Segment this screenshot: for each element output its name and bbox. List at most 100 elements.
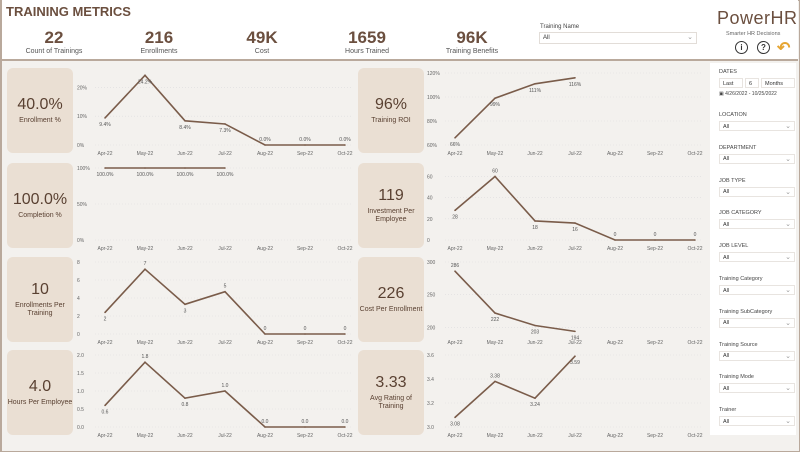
kpi-value: 96K: [456, 28, 488, 47]
filter-label: Training Category: [719, 276, 763, 282]
data-point: [184, 120, 186, 122]
filter-dropdown[interactable]: All ⌄: [719, 121, 795, 131]
y-tick-label: 300: [427, 260, 436, 266]
training-name-dropdown[interactable]: All ⌄: [539, 32, 697, 44]
chevron-down-icon: ⌄: [785, 385, 791, 393]
filter-dropdown[interactable]: All ⌄: [719, 219, 795, 230]
kpi-value: 216: [144, 28, 174, 47]
metric-label: Training ROI: [371, 116, 411, 124]
filter-department: DEPARTMENT All ⌄: [719, 145, 795, 164]
dropdown-value: All: [543, 35, 550, 41]
metric-value: 4.0: [28, 377, 52, 395]
dates-unit-dropdown[interactable]: Months: [761, 78, 795, 88]
filter-dropdown[interactable]: All ⌄: [719, 285, 795, 295]
series-line: [454, 270, 576, 333]
header: TRAINING METRICS 22 Count of Trainings 21…: [2, 0, 798, 61]
data-point: [144, 167, 146, 169]
data-label: 18: [532, 225, 538, 231]
y-tick-label: 0: [427, 238, 430, 244]
dropdown-value: All: [723, 353, 730, 360]
x-tick-label: Sep-22: [297, 151, 313, 157]
brand-logo: PowerHR: [717, 8, 798, 28]
x-tick-label: Aug-22: [607, 433, 623, 439]
metric-label: Hours Per Employee: [7, 398, 73, 406]
metric-card: 40.0% Enrollment %: [7, 68, 73, 153]
x-tick-label: Jun-22: [177, 246, 193, 252]
x-tick-label: Jul-22: [568, 340, 582, 346]
data-label: 3: [184, 308, 187, 314]
dates-count-input[interactable]: 6: [745, 78, 759, 88]
metric-label: Avg Rating of Training: [370, 394, 412, 410]
data-point: [224, 290, 226, 293]
chevron-down-icon: ⌄: [785, 254, 791, 262]
x-tick-label: Oct-22: [337, 151, 352, 157]
data-point: [304, 426, 306, 428]
x-tick-label: Oct-22: [337, 340, 352, 346]
filter-label: JOB LEVEL: [719, 243, 749, 250]
data-point: [104, 117, 106, 119]
data-label: 1.0: [222, 383, 229, 389]
data-point: [574, 330, 576, 333]
filter-location: LOCATION All ⌄: [719, 112, 795, 131]
data-point: [344, 144, 346, 146]
metric-label: Cost Per Enrollment: [359, 305, 423, 313]
metric-label: Investment Per Employee: [367, 207, 415, 223]
filter-dropdown[interactable]: All ⌄: [719, 350, 795, 361]
y-tick-label: 1.5: [77, 371, 84, 377]
data-point: [344, 333, 346, 335]
filter-dropdown[interactable]: All ⌄: [719, 186, 795, 197]
filter-dropdown[interactable]: All ⌄: [719, 252, 795, 263]
data-point: [454, 209, 456, 212]
y-tick-label: 8: [77, 260, 80, 266]
info-icon[interactable]: i: [735, 41, 748, 54]
y-tick-label: 10%: [77, 114, 88, 120]
y-tick-label: 3.4: [427, 377, 434, 383]
undo-icon[interactable]: ↶: [777, 40, 791, 57]
dropdown-value: All: [723, 123, 730, 130]
brand-tagline: Smarter HR Decisions: [726, 31, 781, 37]
x-tick-label: Jun-22: [527, 340, 543, 346]
x-tick-label: Sep-22: [297, 246, 313, 252]
y-tick-label: 6: [77, 278, 80, 284]
x-tick-label: Apr-22: [97, 340, 112, 346]
x-tick-label: Jun-22: [527, 246, 543, 252]
data-label: 0: [694, 232, 697, 238]
data-point: [264, 144, 266, 146]
help-icon[interactable]: ?: [757, 41, 770, 54]
y-tick-label: 20%: [77, 85, 88, 91]
data-point: [264, 426, 266, 428]
y-tick-label: 2.0: [77, 353, 84, 359]
x-tick-label: Sep-22: [297, 340, 313, 346]
training-name-label: Training Name: [540, 24, 580, 30]
data-label: 0: [614, 232, 617, 238]
data-point: [264, 333, 266, 335]
dropdown-value: All: [723, 385, 730, 392]
x-tick-label: Oct-22: [687, 433, 702, 439]
x-tick-label: Jul-22: [218, 246, 232, 252]
data-label: 3.59: [570, 360, 580, 366]
filter-training-mode: Training Mode All ⌄: [719, 374, 795, 394]
input-value: 6: [749, 80, 753, 87]
filter-label: JOB CATEGORY: [719, 210, 762, 217]
x-tick-label: Oct-22: [687, 151, 702, 157]
x-tick-label: May-22: [487, 151, 504, 157]
filter-dropdown[interactable]: All ⌄: [719, 383, 795, 394]
metric-value: 40.0%: [17, 95, 63, 113]
filter-dropdown[interactable]: All ⌄: [719, 153, 795, 164]
x-tick-label: Jul-22: [568, 246, 582, 252]
filter-dropdown[interactable]: All ⌄: [719, 317, 795, 328]
line-chart: 0 2 4 6 8 Apr-22 May-22 Jun-22 Jul-22 Aug-22 Sep-2…: [77, 260, 353, 346]
data-label: 0.0: [302, 419, 309, 425]
y-tick-label: 2: [77, 314, 80, 320]
data-point: [144, 268, 146, 270]
x-tick-label: Jun-22: [527, 433, 543, 439]
filter-job-type: JOB TYPE All ⌄: [719, 178, 795, 197]
filter-dropdown[interactable]: All ⌄: [719, 416, 795, 427]
kpi-training-benefits: 96K Training Benefits: [422, 28, 522, 55]
y-tick-label: 0%: [77, 143, 85, 149]
data-label: 24.2%: [138, 79, 153, 85]
x-tick-label: Sep-22: [647, 340, 663, 346]
metric-card: 10 Enrollments Per Training: [7, 257, 73, 342]
data-label: 16: [572, 227, 578, 233]
dates-mode-dropdown[interactable]: Last: [719, 78, 743, 88]
